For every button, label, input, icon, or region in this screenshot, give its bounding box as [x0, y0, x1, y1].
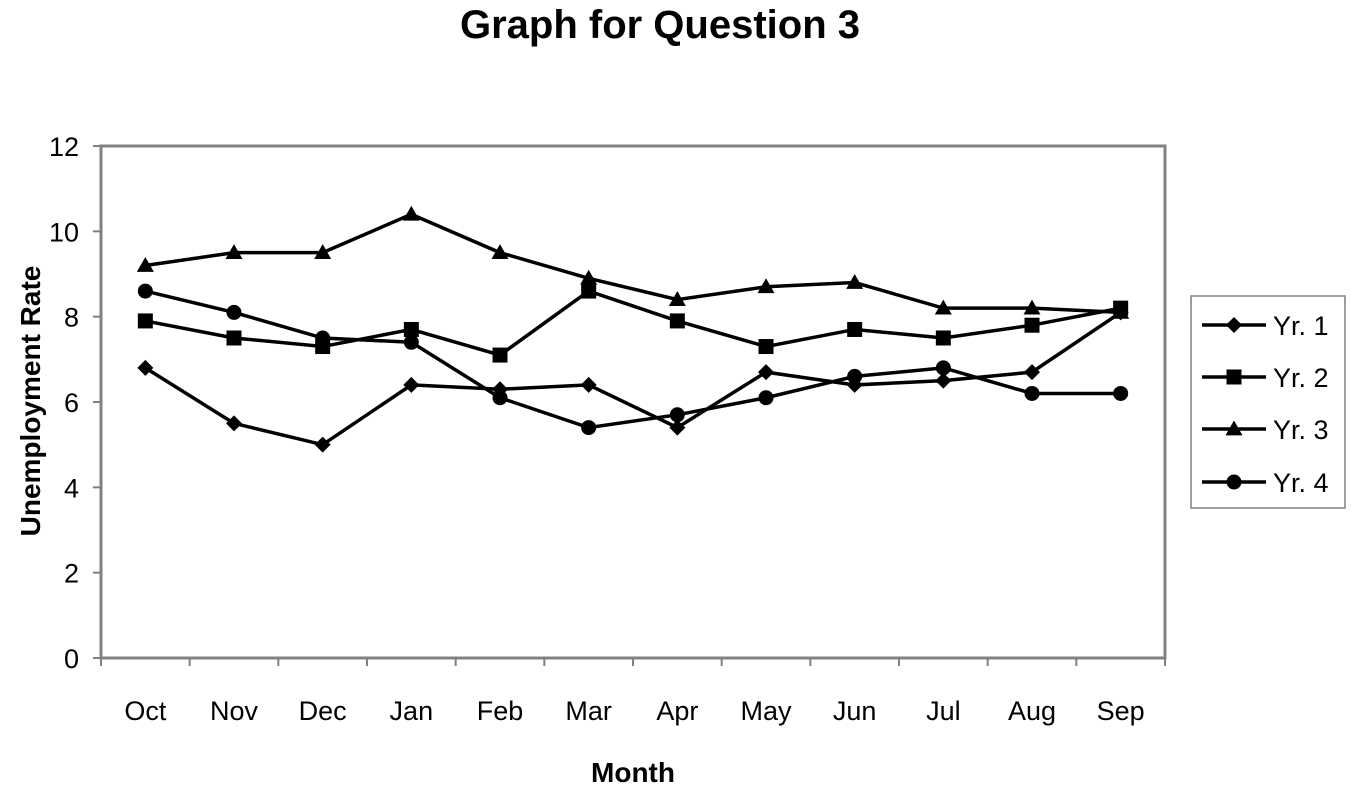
legend-box	[1190, 295, 1346, 509]
data-point	[137, 359, 154, 376]
data-point	[758, 390, 774, 406]
legend-marker	[1226, 369, 1242, 385]
data-point	[846, 274, 864, 289]
x-tick-label: Feb	[477, 696, 524, 726]
data-point	[1024, 317, 1040, 333]
y-tick-label: 4	[64, 473, 79, 503]
data-point	[137, 283, 153, 299]
data-point	[581, 420, 597, 436]
legend-label: Yr. 3	[1273, 415, 1329, 445]
legend-marker	[1226, 474, 1242, 490]
data-point	[226, 415, 242, 432]
legend-label: Yr. 4	[1273, 468, 1329, 498]
data-point	[315, 330, 331, 346]
series-line	[144, 289, 1121, 430]
data-point	[1023, 299, 1041, 315]
data-point	[137, 313, 153, 329]
chart-title: Graph for Question 3	[460, 3, 860, 47]
y-tick-label: 0	[64, 644, 79, 674]
y-tick-label: 8	[64, 303, 79, 333]
data-point	[403, 321, 419, 337]
data-point	[1113, 385, 1129, 401]
data-point	[935, 330, 951, 346]
data-point	[1112, 303, 1130, 319]
data-point	[225, 244, 243, 260]
data-point	[758, 339, 774, 355]
x-axis: Oct Nov Dec Jan Feb Mar Apr May Jun Jul Aug Sep	[100, 658, 1166, 726]
legend-marker	[1225, 420, 1243, 436]
data-point	[492, 347, 508, 363]
x-tick-label: Jan	[390, 696, 434, 726]
data-point	[1024, 364, 1040, 381]
y-axis-title: Unemployment Rate	[15, 266, 46, 537]
series-line	[145, 212, 1121, 315]
data-point	[491, 244, 509, 260]
legend-label: Yr. 2	[1273, 363, 1329, 393]
x-axis-title: Month	[591, 757, 675, 788]
x-tick-label: Dec	[299, 696, 347, 726]
series-2	[137, 283, 1129, 363]
y-tick-label: 2	[64, 559, 79, 589]
x-tick-label: May	[740, 696, 792, 726]
legend-marker	[1226, 317, 1242, 333]
series-3	[136, 205, 1130, 319]
data-point	[314, 436, 331, 453]
data-point	[758, 364, 774, 381]
data-point	[226, 330, 242, 346]
y-tick-label: 12	[49, 132, 79, 162]
legend: Yr. 1 Yr. 2 Yr. 3 Yr. 4	[1190, 295, 1346, 509]
data-point	[669, 407, 685, 423]
data-point	[581, 283, 597, 299]
data-point	[314, 244, 332, 260]
plot-area	[99, 144, 1167, 660]
y-tick-label: 10	[49, 217, 79, 247]
x-tick-label: Oct	[124, 696, 167, 726]
x-tick-label: Jul	[926, 696, 961, 726]
series-group	[136, 205, 1130, 453]
x-tick-label: Nov	[210, 696, 259, 726]
x-tick-label: Sep	[1097, 696, 1145, 726]
data-point	[136, 256, 154, 272]
x-tick-label: Mar	[565, 696, 612, 726]
series-line	[145, 289, 1121, 357]
data-point	[669, 419, 686, 436]
data-point	[403, 334, 419, 350]
data-point	[847, 368, 863, 384]
data-point	[492, 390, 508, 406]
x-tick-label: Aug	[1008, 696, 1056, 726]
y-axis: 0 2 4 6 8 10 12	[49, 132, 101, 674]
data-point	[226, 304, 242, 320]
series-line	[144, 310, 1122, 447]
legend-label: Yr. 1	[1273, 311, 1329, 341]
data-point	[580, 269, 598, 285]
series-4	[137, 283, 1129, 436]
data-point	[935, 372, 952, 389]
data-point	[668, 291, 686, 306]
data-point	[1024, 385, 1040, 401]
data-point	[580, 376, 597, 393]
y-tick-label: 6	[64, 388, 79, 418]
data-point	[934, 299, 952, 315]
data-point	[402, 205, 420, 221]
x-tick-label: Jun	[833, 696, 877, 726]
data-point	[757, 278, 775, 294]
data-point	[935, 360, 951, 376]
data-point	[669, 313, 685, 329]
data-point	[847, 321, 863, 337]
data-point	[403, 376, 420, 393]
x-tick-label: Apr	[656, 696, 698, 726]
